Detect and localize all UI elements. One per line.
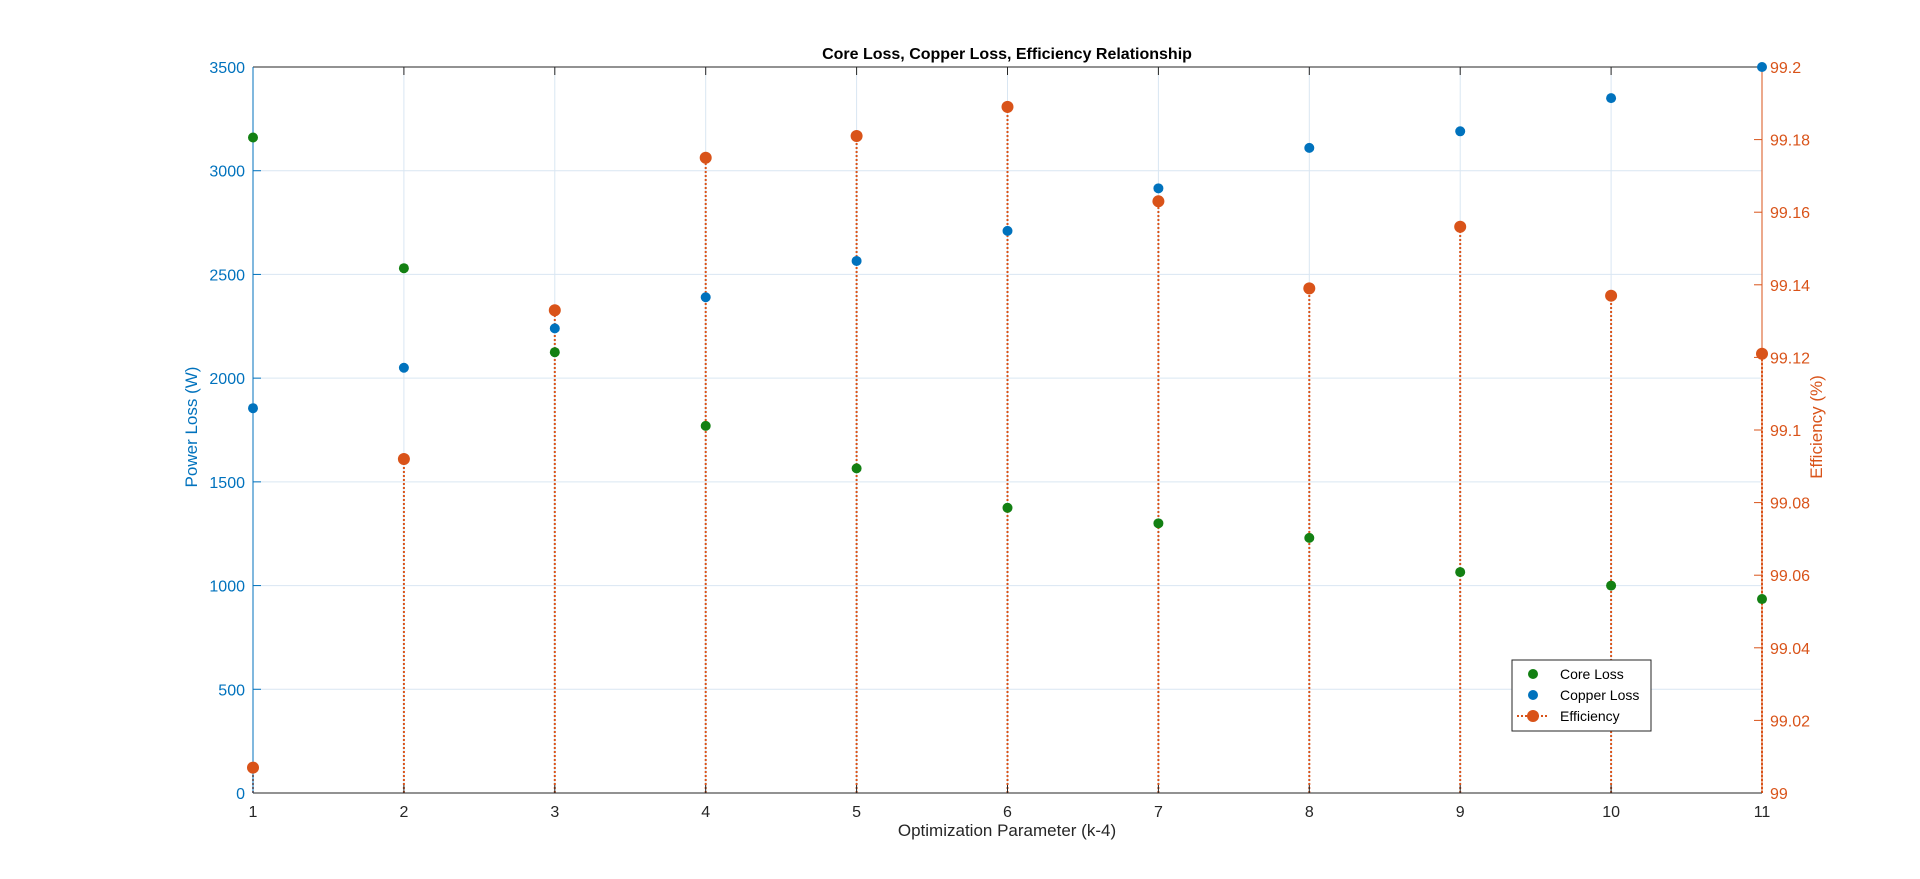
efficiency-point <box>1001 100 1014 113</box>
core-loss-point <box>700 420 711 431</box>
y-left-tick-label: 500 <box>218 682 245 699</box>
efficiency-point <box>247 761 259 774</box>
x-tick-label: 11 <box>1754 804 1771 821</box>
x-tick-label: 6 <box>1003 804 1012 821</box>
y-right-tick-label: 99.18 <box>1770 133 1810 150</box>
y-left-tick-label: 2000 <box>209 371 245 388</box>
y-left-tick-label: 1500 <box>209 475 245 492</box>
x-tick-label: 10 <box>1602 804 1620 821</box>
chart-title: Core Loss, Copper Loss, Efficiency Relat… <box>822 46 1192 63</box>
legend-entry: Core Loss <box>1560 666 1624 682</box>
copper-loss-point <box>700 292 711 303</box>
copper-loss-point <box>1757 62 1767 72</box>
core-loss-point <box>1153 518 1164 529</box>
efficiency-point <box>397 453 410 466</box>
core-loss-point <box>1002 502 1013 513</box>
x-tick-label: 1 <box>249 804 258 821</box>
legend-swatch <box>1528 669 1538 679</box>
y-right-tick-label: 99.02 <box>1770 713 1810 730</box>
core-loss-point <box>851 463 862 474</box>
x-tick-label: 8 <box>1305 804 1314 821</box>
y-right-tick-label: 99.2 <box>1770 60 1801 77</box>
y-right-tick-label: 99.1 <box>1770 423 1801 440</box>
copper-loss-point <box>398 362 409 373</box>
x-tick-label: 3 <box>550 804 559 821</box>
core-loss-point <box>549 347 560 358</box>
copper-loss-point <box>851 255 862 266</box>
core-loss-point <box>398 263 409 274</box>
core-loss-point <box>248 132 258 143</box>
y-right-tick-label: 99.16 <box>1770 205 1810 222</box>
core-loss-point <box>1606 580 1617 591</box>
axes: 1 2 3 4 5 6 7 8 9 10 11 0 500 1000 1500 2000 2500 3000 350… <box>209 60 1810 821</box>
efficiency-point <box>850 129 863 142</box>
core-loss-point <box>1757 594 1767 605</box>
y-axis-right-label: Efficiency (%) <box>1807 375 1826 479</box>
x-tick-label: 5 <box>852 804 861 821</box>
legend-entry: Copper Loss <box>1560 687 1639 703</box>
y-left-tick-label: 3500 <box>209 60 245 77</box>
copper-loss-point <box>248 403 258 414</box>
y-right-tick-label: 99.14 <box>1770 278 1810 295</box>
copper-loss-point <box>1002 225 1013 236</box>
y-right-tick-label: 99.12 <box>1770 350 1810 367</box>
legend-swatch <box>1528 690 1538 700</box>
legend-swatch <box>1527 710 1539 722</box>
efficiency-point <box>699 151 712 164</box>
y-axis-left-label: Power Loss (W) <box>182 367 201 488</box>
efficiency-point <box>1756 347 1768 360</box>
efficiency-point <box>548 304 561 317</box>
copper-loss-point <box>549 323 560 334</box>
y-right-tick-label: 99.06 <box>1770 568 1810 585</box>
y-left-tick-label: 1000 <box>209 579 245 596</box>
core-loss-point <box>1304 532 1315 543</box>
y-left-tick-label: 3000 <box>209 164 245 181</box>
y-left-tick-label: 2500 <box>209 267 245 284</box>
efficiency-point <box>1454 220 1467 233</box>
efficiency-point <box>1152 195 1165 208</box>
x-axis-label: Optimization Parameter (k-4) <box>898 821 1116 840</box>
y-right-tick-label: 99 <box>1770 786 1788 803</box>
x-tick-label: 7 <box>1154 804 1163 821</box>
legend-entry: Efficiency <box>1560 708 1620 724</box>
y-right-tick-label: 99.08 <box>1770 496 1810 513</box>
y-right-tick-label: 99.04 <box>1770 641 1810 658</box>
core-loss-point <box>1455 567 1466 578</box>
copper-loss-point <box>1455 126 1466 137</box>
copper-loss-point <box>1606 93 1617 104</box>
copper-loss-point <box>1304 142 1315 153</box>
x-tick-label: 2 <box>399 804 408 821</box>
copper-loss-point <box>1153 183 1164 194</box>
efficiency-point <box>1303 282 1316 295</box>
data-marks <box>247 62 1768 774</box>
x-tick-label: 9 <box>1456 804 1465 821</box>
x-tick-label: 4 <box>701 804 710 821</box>
y-left-tick-label: 0 <box>236 786 245 803</box>
legend: Core Loss Copper Loss Efficiency <box>1511 659 1652 732</box>
efficiency-point <box>1605 289 1618 302</box>
